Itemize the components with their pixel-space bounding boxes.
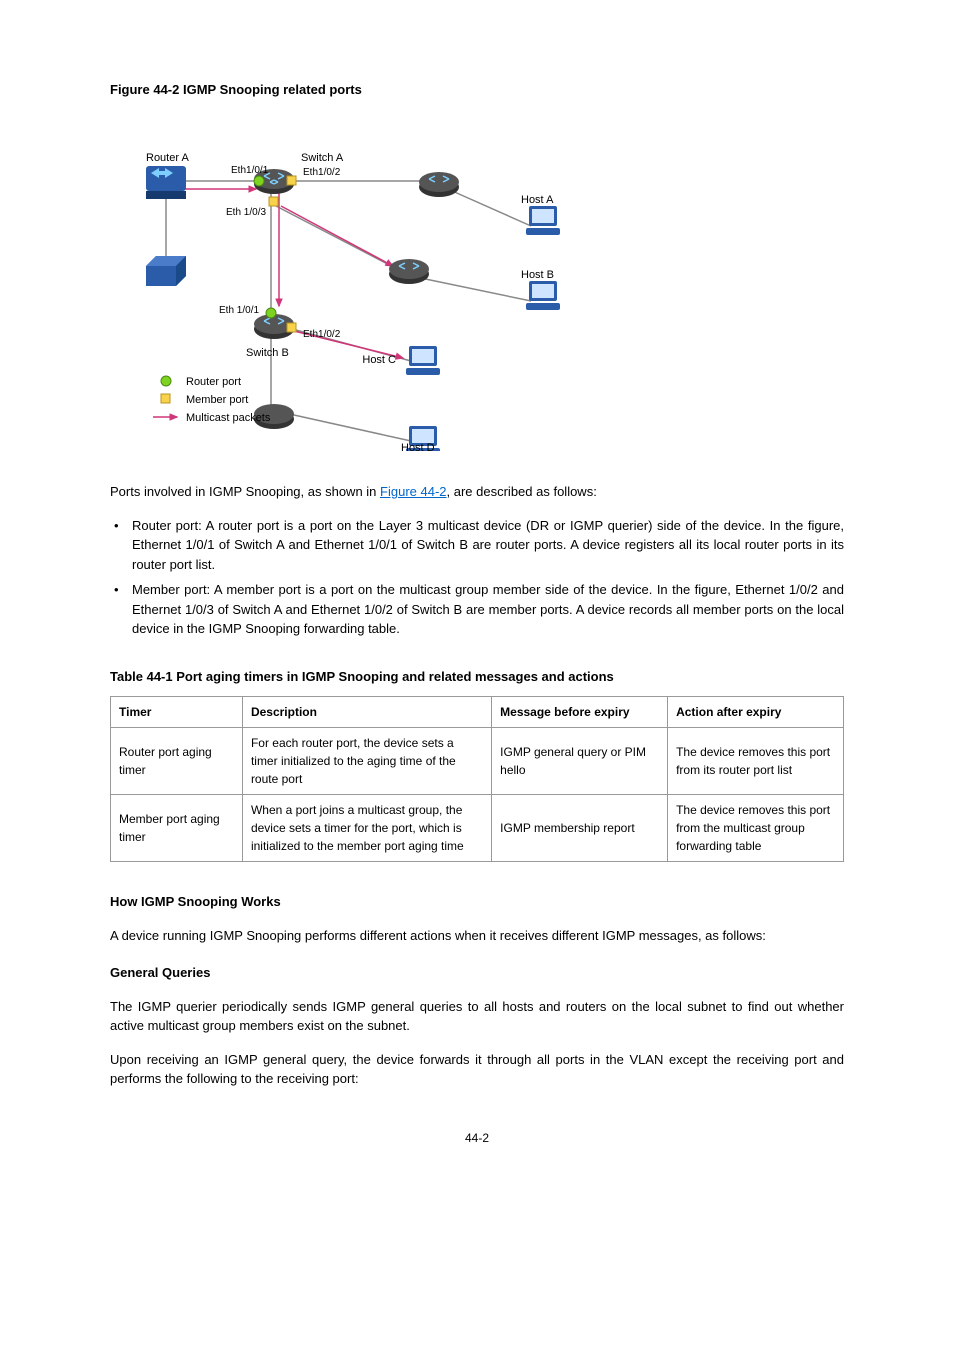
section-intro: A device running IGMP Snooping performs …	[110, 926, 844, 946]
legend-member-port: Member port	[186, 394, 248, 406]
sub-heading: General Queries	[110, 963, 844, 983]
label-switch-b: Switch B	[246, 347, 289, 359]
th-timer: Timer	[111, 697, 243, 728]
cell: Router port aging timer	[111, 728, 243, 795]
th-desc: Description	[242, 697, 491, 728]
label-host-a: Host A	[521, 194, 554, 206]
port-bullet-list: Router port: A router port is a port on …	[110, 516, 844, 639]
table-row: Router port aging timer For each router …	[111, 728, 844, 795]
cell: The device removes this port from its ro…	[668, 728, 844, 795]
cell: Member port aging timer	[111, 795, 243, 862]
cell: The device removes this port from the mu…	[668, 795, 844, 862]
timer-table: Timer Description Message before expiry …	[110, 696, 844, 862]
figure-caption: Figure 44-2 IGMP Snooping related ports	[110, 80, 844, 100]
label-host-d: Host D	[401, 442, 435, 451]
intro-text-a: Ports involved in IGMP Snooping, as show…	[110, 484, 380, 499]
th-msg: Message before expiry	[492, 697, 668, 728]
cell: IGMP membership report	[492, 795, 668, 862]
cell: IGMP general query or PIM hello	[492, 728, 668, 795]
figure-id: Figure 44-2	[110, 82, 179, 97]
label-eth101-b: Eth 1/0/1	[219, 305, 259, 316]
p-general-queries-2: Upon receiving an IGMP general query, th…	[110, 1050, 844, 1089]
cell: For each router port, the device sets a …	[242, 728, 491, 795]
intro-text-b: , are described as follows:	[447, 484, 597, 499]
label-router-a: Router A	[146, 152, 189, 164]
table-title: Port aging timers in IGMP Snooping and r…	[176, 669, 614, 684]
legend-multicast: Multicast packets	[186, 412, 271, 424]
table-header-row: Timer Description Message before expiry …	[111, 697, 844, 728]
page-number: 44-2	[110, 1129, 844, 1147]
bullet-member-port: Member port: A member port is a port on …	[132, 580, 844, 639]
p-general-queries-1: The IGMP querier periodically sends IGMP…	[110, 997, 844, 1036]
figure-title: IGMP Snooping related ports	[183, 82, 362, 97]
label-eth101-a: Eth1/0/1	[231, 165, 269, 176]
label-switch-a: Switch A	[301, 152, 344, 164]
table-caption: Table 44-1 Port aging timers in IGMP Sno…	[110, 667, 844, 687]
bullet-router-port: Router port: A router port is a port on …	[132, 516, 844, 575]
legend-router-port: Router port	[186, 376, 241, 388]
intro-paragraph: Ports involved in IGMP Snooping, as show…	[110, 482, 844, 502]
label-eth102-b: Eth1/0/2	[303, 329, 341, 340]
section-heading: How IGMP Snooping Works	[110, 892, 844, 912]
table-row: Member port aging timer When a port join…	[111, 795, 844, 862]
label-eth102-a: Eth1/0/2	[303, 167, 341, 178]
label-eth103-a: Eth 1/0/3	[226, 207, 266, 218]
table-id: Table 44-1	[110, 669, 173, 684]
figure-link[interactable]: Figure 44-2	[380, 484, 446, 499]
cell: When a port joins a multicast group, the…	[242, 795, 491, 862]
th-action: Action after expiry	[668, 697, 844, 728]
label-host-c: Host C	[362, 354, 396, 366]
network-diagram: Router A Switch A Eth1/0/1 Eth1/0/2 Eth …	[110, 110, 844, 458]
label-host-b: Host B	[521, 269, 554, 281]
